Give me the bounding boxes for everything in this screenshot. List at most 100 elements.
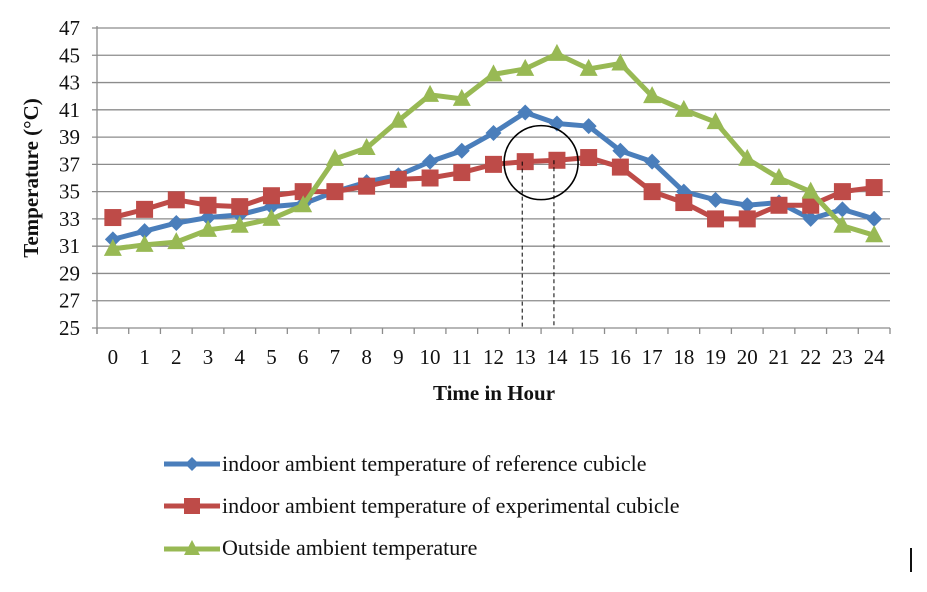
x-tick-label: 3 xyxy=(203,345,214,369)
data-point-square xyxy=(516,153,534,171)
x-tick-label: 2 xyxy=(171,345,182,369)
y-tick-label: 45 xyxy=(59,43,80,67)
x-tick-label: 22 xyxy=(800,345,821,369)
data-point-triangle xyxy=(484,64,503,82)
series-square xyxy=(104,149,883,228)
data-point-diamond xyxy=(644,153,661,170)
legend-diamond-marker-icon xyxy=(164,457,220,471)
data-point-square xyxy=(231,198,249,216)
x-tick-label: 20 xyxy=(737,345,758,369)
y-tick-label: 33 xyxy=(59,207,80,231)
y-tick-label: 35 xyxy=(59,180,80,204)
data-point-square xyxy=(738,210,756,228)
data-point-square xyxy=(421,169,439,187)
data-point-diamond xyxy=(517,104,534,121)
y-tick-label: 39 xyxy=(59,125,80,149)
y-tick-label: 41 xyxy=(59,98,80,122)
y-tick-label: 27 xyxy=(59,289,80,313)
data-point-diamond xyxy=(707,191,724,208)
legend-label: indoor ambient temperature of reference … xyxy=(222,451,647,476)
y-axis-title: Temperature (°C) xyxy=(19,98,43,257)
data-point-triangle xyxy=(579,58,598,76)
data-point-square xyxy=(389,170,407,188)
data-point-square xyxy=(358,177,376,195)
data-point-triangle xyxy=(738,148,757,166)
data-point-triangle xyxy=(865,225,884,243)
data-point-triangle xyxy=(167,232,186,250)
data-point-triangle xyxy=(452,88,471,106)
x-tick-labels: 0 1 2 3 4 5 6 7 8 9 10 11 12 13 14 15 16 17 18 19 20 21 22 23 24 xyxy=(108,345,886,369)
x-axis-title: Time in Hour xyxy=(433,381,555,405)
data-point-square xyxy=(833,183,851,201)
x-tick-label: 5 xyxy=(266,345,277,369)
data-point-triangle xyxy=(833,215,852,233)
data-point-diamond xyxy=(866,210,883,227)
data-point-triangle xyxy=(294,195,313,213)
data-point-square xyxy=(580,149,598,167)
data-point-square xyxy=(802,196,820,214)
annotations xyxy=(503,124,579,328)
data-point-triangle xyxy=(801,181,820,199)
data-point-square xyxy=(770,196,788,214)
x-tick-label: 10 xyxy=(420,345,441,369)
series-group xyxy=(103,43,884,256)
data-point-triangle xyxy=(516,58,535,76)
data-point-triangle xyxy=(706,112,725,130)
data-point-square xyxy=(326,183,344,201)
x-tick-label: 9 xyxy=(393,345,404,369)
y-tick-label: 29 xyxy=(59,261,80,285)
x-tick-label: 0 xyxy=(108,345,119,369)
x-tick-label: 4 xyxy=(234,345,245,369)
data-point-triangle xyxy=(643,86,662,104)
data-point-diamond xyxy=(485,125,502,141)
data-point-diamond xyxy=(580,118,597,135)
data-point-triangle xyxy=(769,168,788,185)
x-tick-label: 1 xyxy=(139,345,150,369)
highlight-circle xyxy=(503,124,579,201)
y-tick-label: 37 xyxy=(59,152,80,176)
data-point-triangle xyxy=(421,84,440,102)
x-tick-label: 17 xyxy=(642,345,663,369)
x-tick-label: 18 xyxy=(673,345,694,369)
data-point-square xyxy=(262,187,280,205)
x-tick-label: 12 xyxy=(483,345,504,369)
data-point-triangle xyxy=(103,238,122,256)
data-point-triangle xyxy=(230,215,249,233)
data-point-triangle xyxy=(389,110,408,128)
data-point-square xyxy=(611,158,629,176)
x-tick-label: 13 xyxy=(515,345,536,369)
data-point-square xyxy=(548,151,566,169)
data-point-square xyxy=(485,155,502,173)
x-tick-label: 16 xyxy=(610,345,631,369)
y-tick-label: 43 xyxy=(59,71,80,95)
data-point-triangle xyxy=(325,148,344,166)
x-tick-label: 11 xyxy=(452,345,472,369)
legend-item-experimental: indoor ambient temperature of experiment… xyxy=(164,485,680,527)
data-point-diamond xyxy=(453,142,470,159)
legend-label: indoor ambient temperature of experiment… xyxy=(222,493,680,518)
text-cursor xyxy=(910,548,912,572)
x-tick-label: 7 xyxy=(330,345,341,369)
data-point-square xyxy=(199,196,217,214)
data-point-diamond xyxy=(422,153,439,170)
x-tick-label: 21 xyxy=(768,345,789,369)
data-point-diamond xyxy=(739,197,756,214)
x-tick-label: 23 xyxy=(832,345,853,369)
legend-item-reference: indoor ambient temperature of reference … xyxy=(164,443,680,485)
data-point-triangle xyxy=(199,219,218,237)
data-point-square xyxy=(675,194,693,212)
y-tick-label: 31 xyxy=(59,234,80,258)
legend: indoor ambient temperature of reference … xyxy=(164,443,680,569)
data-point-square xyxy=(167,191,185,209)
legend-triangle-marker-icon xyxy=(164,540,220,555)
data-point-square xyxy=(865,179,883,197)
data-point-diamond xyxy=(168,215,185,231)
y-tick-label: 25 xyxy=(59,316,80,340)
legend-square-marker-icon xyxy=(164,498,220,514)
data-point-diamond xyxy=(136,223,153,240)
data-point-triangle xyxy=(611,53,630,71)
y-tick-labels: 25 27 29 31 33 35 37 39 41 43 45 47 xyxy=(59,16,80,340)
data-point-triangle xyxy=(674,99,693,117)
x-tick-label: 6 xyxy=(298,345,309,369)
data-point-square xyxy=(707,210,725,228)
